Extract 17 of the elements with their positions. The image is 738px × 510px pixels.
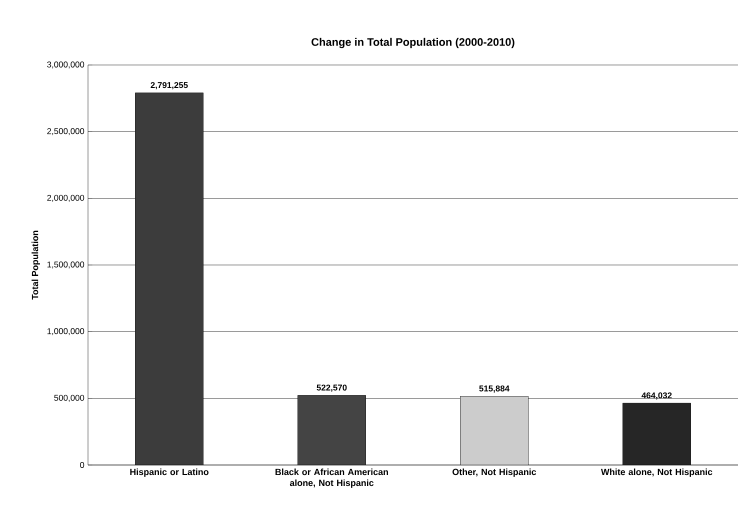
- y-tick-label: 1,000,000: [47, 328, 84, 336]
- x-tick-label: Black or African American alone, Not Hispanic: [276, 468, 388, 488]
- data-label: 2,791,255: [150, 82, 188, 90]
- data-label: 464,032: [642, 392, 672, 400]
- y-tick-label: 3,000,000: [47, 62, 84, 68]
- x-tick-label: Other, Not Hispanic: [452, 468, 536, 477]
- y-tick-label: 1,500,000: [47, 262, 84, 268]
- chart-title: Change in Total Population (2000-2010): [312, 38, 514, 48]
- data-label: 522,570: [316, 384, 347, 392]
- data-label: 515,884: [479, 385, 510, 393]
- y-tick-label: 0: [80, 462, 84, 468]
- y-tick-label: 500,000: [54, 394, 84, 402]
- y-axis-title: Total Population: [32, 230, 40, 300]
- x-tick-label: Hispanic or Latino: [130, 468, 208, 477]
- x-tick-label: White alone, Not Hispanic: [600, 468, 712, 477]
- y-tick-label: 2,500,000: [47, 128, 84, 136]
- y-tick-label: 2,000,000: [47, 194, 84, 202]
